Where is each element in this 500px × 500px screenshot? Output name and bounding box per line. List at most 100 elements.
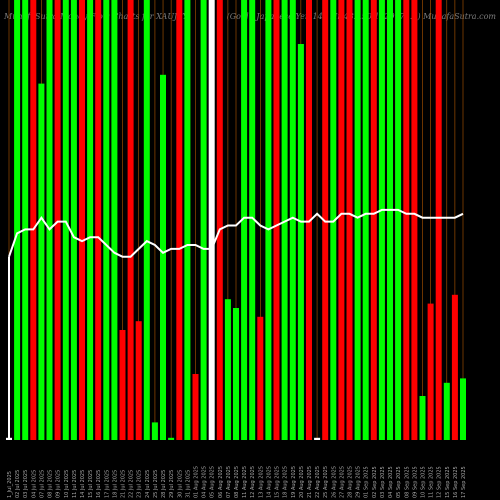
- money-flow-bar: [200, 0, 207, 440]
- x-tick-label: 11 Aug 2025: [242, 466, 248, 498]
- x-tick-label: 19 Aug 2025: [291, 466, 297, 498]
- money-flow-bar: [208, 0, 215, 440]
- x-tick-labels: 1_Jul_2025 02 Jul 2025 03 Jul 2025 04 Jul 2…: [7, 466, 467, 498]
- x-tick-label: 02 Sep 2025: [372, 466, 378, 498]
- money-flow-bar: [216, 0, 223, 440]
- money-flow-bar: [168, 437, 175, 440]
- x-tick-label: 18 Aug 2025: [283, 466, 289, 498]
- x-tick-label: 25 Jul 2025: [153, 470, 159, 498]
- money-flow-bar: [103, 0, 110, 440]
- money-flow-bar: [54, 0, 61, 440]
- x-tick-label: 29 Aug 2025: [356, 466, 362, 498]
- x-tick-label: 07 Aug 2025: [226, 466, 232, 498]
- x-tick-label: 11 Jul 2025: [72, 470, 78, 498]
- x-tick-label: 01 Aug 2025: [193, 466, 199, 498]
- x-tick-label: 03 Jul 2025: [23, 470, 29, 498]
- money-flow-bar: [30, 0, 37, 440]
- x-tick-label: 18 Jul 2025: [112, 470, 118, 498]
- x-tick-label: 22 Jul 2025: [129, 470, 135, 498]
- money-flow-bar: [419, 396, 426, 440]
- x-tick-label: 27 Aug 2025: [339, 466, 345, 498]
- money-flow-bar: [314, 437, 321, 440]
- money-flow-bar: [14, 0, 21, 440]
- x-tick-label: 22 Aug 2025: [315, 466, 321, 498]
- chart-subtitle: (Gold / Japanese Yen 142 Hr 432.50 14297…: [226, 12, 496, 21]
- x-tick-label: 01 Sep 2025: [364, 466, 370, 498]
- money-flow-bar: [151, 422, 158, 440]
- money-flow-bar: [403, 0, 410, 440]
- money-flow-bar: [387, 0, 393, 440]
- money-flow-bar: [22, 0, 29, 440]
- x-tick-label: 12 Aug 2025: [250, 466, 256, 498]
- money-flow-bar: [370, 0, 377, 440]
- money-flow-bar: [273, 0, 280, 440]
- x-tick-label: 05 Aug 2025: [210, 466, 216, 498]
- x-tick-label: 29 Jul 2025: [169, 470, 175, 498]
- money-flow-bar: [289, 0, 296, 440]
- x-tick-label: 23 Jul 2025: [137, 470, 143, 498]
- x-tick-label: 31 Jul 2025: [185, 470, 191, 498]
- money-flow-bar: [460, 378, 466, 440]
- money-flow-bar: [322, 0, 329, 440]
- money-flow-bar: [241, 0, 248, 440]
- money-flow-bar: [411, 0, 418, 440]
- x-tick-label: 10 Jul 2025: [64, 470, 70, 498]
- x-tick-label: 08 Jul 2025: [48, 470, 54, 498]
- x-tick-label: 26 Aug 2025: [331, 466, 337, 498]
- money-flow-bar: [135, 321, 142, 440]
- x-tick-label: 08 Aug 2025: [234, 466, 240, 498]
- money-flow-bar: [119, 330, 126, 440]
- x-tick-label: 28 Jul 2025: [161, 470, 167, 498]
- x-tick-label: 16 Sep 2025: [453, 466, 459, 498]
- x-tick-label: 13 Aug 2025: [258, 466, 264, 498]
- money-flow-bar: [249, 0, 256, 440]
- money-flow-bar: [395, 0, 402, 440]
- x-tick-label: 04 Aug 2025: [202, 466, 208, 498]
- money-flow-bar: [281, 0, 288, 440]
- x-tick-label: 15 Aug 2025: [275, 466, 281, 498]
- money-flow-bar: [46, 0, 53, 440]
- money-flow-bar: [297, 44, 304, 440]
- x-tick-label: 20 Aug 2025: [299, 466, 305, 498]
- x-tick-label: 08 Sep 2025: [404, 466, 410, 498]
- money-flow-bar: [362, 0, 369, 440]
- bar-layer: [6, 0, 466, 441]
- money-flow-bar: [378, 0, 385, 440]
- money-flow-bar: [127, 0, 134, 440]
- x-tick-label: 17 Sep 2025: [461, 466, 467, 498]
- money-flow-bar: [265, 0, 272, 440]
- money-flow-bar: [233, 308, 239, 440]
- x-tick-label: 21 Aug 2025: [307, 466, 313, 498]
- x-tick-label: 03 Sep 2025: [380, 466, 386, 498]
- money-flow-bar: [427, 303, 434, 440]
- x-tick-label: 14 Jul 2025: [80, 470, 86, 498]
- x-tick-label: 04 Sep 2025: [388, 466, 394, 498]
- x-tick-label: 17 Jul 2025: [104, 470, 110, 498]
- money-flow-bar: [62, 0, 69, 440]
- money-flow-bar: [346, 0, 353, 440]
- money-flow-bar: [192, 374, 199, 440]
- x-tick-label: 15 Jul 2025: [88, 470, 94, 498]
- x-tick-label: 09 Sep 2025: [412, 466, 418, 498]
- money-flow-bar: [70, 0, 77, 440]
- x-tick-label: 05 Sep 2025: [396, 466, 402, 498]
- price-line: [8, 208, 464, 258]
- x-tick-label: 16 Jul 2025: [96, 470, 102, 498]
- money-flow-bar: [330, 0, 337, 440]
- x-tick-label: 21 Jul 2025: [121, 470, 127, 498]
- money-flow-bar: [224, 299, 231, 440]
- money-flow-bar: [160, 74, 166, 441]
- x-tick-label: 10 Sep 2025: [420, 466, 426, 498]
- x-tick-label: 25 Aug 2025: [323, 466, 329, 498]
- money-flow-bar: [79, 0, 85, 440]
- money-flow-bar: [435, 0, 442, 440]
- x-tick-label: 02 Jul 2025: [15, 470, 21, 498]
- x-tick-label: 15 Sep 2025: [445, 466, 451, 498]
- money-flow-bar: [443, 382, 450, 440]
- money-flow-bar: [176, 0, 183, 440]
- x-tick-label: 09 Jul 2025: [56, 470, 62, 498]
- money-flow-bar: [184, 0, 191, 440]
- money-flow-bar: [257, 316, 264, 440]
- money-flow-bar: [143, 0, 150, 440]
